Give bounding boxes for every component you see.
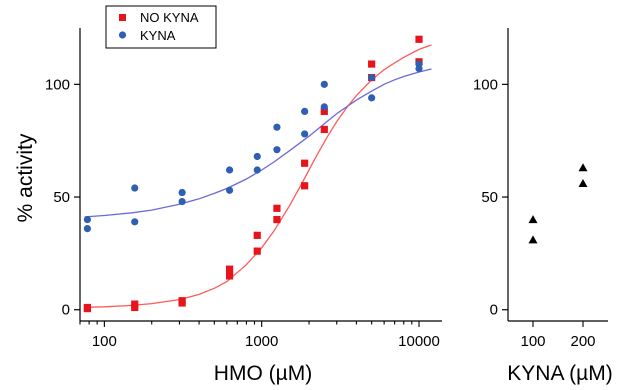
point-kyna-triangle bbox=[578, 179, 588, 188]
legend-label-kyna: KYNA bbox=[140, 28, 176, 43]
point-no-kyna bbox=[253, 247, 261, 255]
left-y-axis-title: % activity bbox=[14, 133, 37, 222]
left-x-axis-title: HMO (µM) bbox=[214, 362, 312, 385]
point-kyna bbox=[368, 94, 376, 102]
point-kyna bbox=[301, 130, 309, 138]
legend: NO KYNA KYNA bbox=[105, 5, 217, 49]
fit-curve-1 bbox=[84, 68, 432, 218]
point-kyna bbox=[83, 215, 91, 224]
right-y-ticks: 0 50 100 bbox=[473, 76, 508, 319]
point-no-kyna bbox=[301, 159, 309, 167]
x-tick-label: 100 bbox=[92, 333, 117, 350]
point-kyna bbox=[225, 166, 234, 174]
point-no-kyna bbox=[225, 265, 234, 273]
point-no-kyna bbox=[273, 215, 281, 224]
legend-label-no-kyna: NO KYNA bbox=[140, 10, 199, 25]
point-no-kyna bbox=[273, 204, 281, 212]
point-kyna-triangle bbox=[528, 235, 538, 244]
point-kyna bbox=[415, 64, 423, 73]
left-x-ticks: 100 1000 10000 bbox=[79, 321, 440, 350]
y-tick-label: 50 bbox=[53, 189, 70, 206]
point-no-kyna bbox=[253, 231, 261, 239]
point-kyna bbox=[253, 152, 261, 161]
x-tick-label: 200 bbox=[570, 333, 595, 350]
point-kyna-triangle bbox=[578, 163, 588, 172]
point-no-kyna bbox=[178, 299, 186, 307]
point-kyna bbox=[83, 224, 91, 233]
point-no-kyna bbox=[301, 182, 309, 190]
right-chart: 0 50 100 100 200 KYNA (µM) bbox=[473, 28, 613, 385]
x-tick-label: 1000 bbox=[245, 333, 278, 350]
y-tick-label: 0 bbox=[490, 302, 498, 319]
point-kyna bbox=[273, 123, 281, 131]
y-tick-label: 100 bbox=[45, 76, 70, 93]
y-tick-label: 100 bbox=[473, 76, 498, 93]
fit-curve-0 bbox=[84, 44, 432, 308]
point-no-kyna bbox=[225, 272, 234, 280]
point-kyna bbox=[301, 107, 309, 115]
y-tick-label: 50 bbox=[481, 189, 498, 206]
point-no-kyna bbox=[131, 303, 139, 312]
point-no-kyna bbox=[83, 305, 91, 313]
point-kyna bbox=[320, 80, 328, 88]
point-no-kyna bbox=[415, 35, 423, 43]
legend-marker-kyna bbox=[118, 31, 127, 39]
point-kyna bbox=[178, 197, 186, 206]
point-kyna bbox=[178, 188, 186, 197]
point-kyna bbox=[273, 146, 281, 154]
left-y-ticks: 0 50 100 bbox=[45, 76, 80, 319]
point-no-kyna bbox=[320, 125, 328, 134]
point-kyna bbox=[131, 218, 139, 226]
data-points bbox=[83, 35, 423, 313]
point-kyna bbox=[225, 186, 234, 194]
point-no-kyna bbox=[320, 107, 328, 115]
legend-marker-no-kyna bbox=[119, 14, 126, 21]
point-kyna bbox=[131, 184, 139, 192]
fit-curves bbox=[84, 44, 432, 308]
point-kyna bbox=[253, 166, 261, 174]
y-tick-label: 0 bbox=[62, 302, 70, 319]
point-kyna bbox=[320, 103, 328, 111]
point-no-kyna bbox=[368, 60, 376, 68]
data-points bbox=[528, 163, 588, 244]
right-x-ticks: 100 200 bbox=[520, 321, 596, 350]
x-tick-label: 10000 bbox=[398, 333, 440, 350]
right-x-axis-title: KYNA (µM) bbox=[507, 362, 612, 385]
legend-box bbox=[105, 5, 217, 49]
point-kyna bbox=[368, 73, 376, 82]
point-kyna-triangle bbox=[528, 215, 538, 224]
x-tick-label: 100 bbox=[520, 333, 545, 350]
